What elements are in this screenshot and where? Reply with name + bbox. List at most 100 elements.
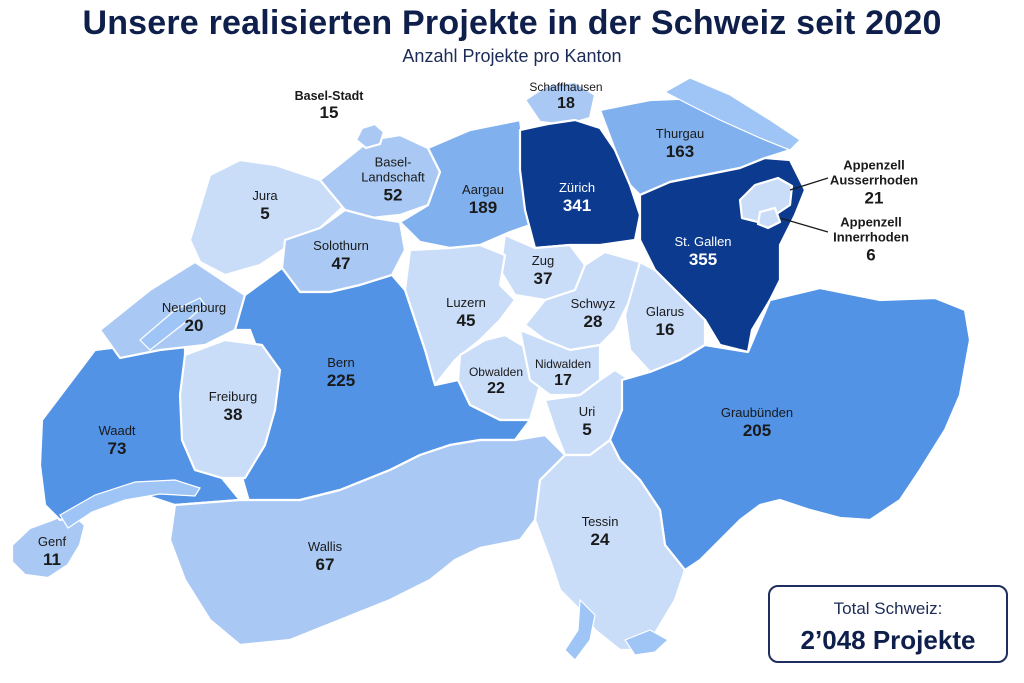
label-tessin: Tessin 24 [581, 513, 619, 549]
canton-value: 38 [223, 404, 243, 424]
canton-name: Basel-Stadt [294, 89, 364, 104]
canton-name: Genf [37, 533, 67, 549]
label-jura: Jura 5 [252, 187, 278, 223]
canton-name: Thurgau [655, 125, 705, 141]
label-schaffhausen: Schaffhausen 18 [529, 79, 603, 113]
total-value: 2’048 Projekte [800, 625, 976, 655]
canton-value: 37 [533, 268, 553, 288]
label-aargau: Aargau 189 [462, 181, 504, 217]
canton-name: Aargau [462, 181, 504, 197]
canton-name: Appenzell Ausserrhoden [829, 157, 919, 188]
canton-value: 21 [864, 188, 884, 208]
label-appenzell-ausserrhoden: Appenzell Ausserrhoden 21 [829, 157, 919, 208]
canton-value: 5 [582, 419, 592, 439]
canton-value: 341 [562, 195, 592, 215]
canton-appenzell-ausserrhoden[interactable] [738, 176, 794, 224]
label-graubuenden: Graubünden 205 [720, 404, 794, 440]
canton-jura[interactable] [188, 158, 347, 277]
canton-name: Obwalden [468, 364, 524, 379]
canton-value: 11 [43, 549, 61, 569]
label-appenzell-innerrhoden: Appenzell Innerrhoden 6 [833, 214, 909, 265]
label-bern: Bern 225 [326, 354, 356, 390]
canton-name: Graubünden [720, 404, 794, 420]
label-luzern: Luzern 45 [446, 294, 486, 330]
canton-wallis[interactable] [168, 433, 567, 647]
canton-name: Luzern [446, 294, 486, 310]
label-waadt: Waadt 73 [98, 422, 136, 458]
label-basel-landschaft: Basel- Landschaft 52 [361, 154, 425, 205]
label-glarus: Glarus 16 [645, 303, 685, 339]
canton-basel-stadt[interactable] [354, 122, 386, 150]
canton-name: Bern [327, 354, 355, 370]
canton-name: Nidwalden [534, 356, 592, 371]
canton-name: Basel- Landschaft [361, 154, 425, 185]
canton-genf[interactable] [10, 510, 87, 580]
page-title: Unsere realisierten Projekte in der Schw… [82, 4, 942, 42]
label-solothurn: Solothurn 47 [313, 237, 369, 273]
canton-name: Schaffhausen [529, 79, 603, 94]
canton-value: 18 [557, 94, 575, 112]
label-uri: Uri 5 [578, 403, 596, 439]
canton-name: Zürich [558, 179, 596, 195]
total-label: Total Schweiz: [833, 599, 943, 618]
label-freiburg: Freiburg 38 [208, 388, 258, 424]
canton-value: 17 [554, 371, 572, 389]
canton-name: Waadt [98, 422, 136, 438]
canton-value: 47 [331, 253, 351, 273]
canton-value: 225 [326, 370, 356, 390]
canton-name: Schwyz [570, 295, 616, 311]
label-neuenburg: Neuenburg 20 [161, 299, 227, 335]
canton-value: 205 [742, 420, 772, 440]
canton-name: Tessin [581, 513, 619, 529]
canton-value: 15 [319, 103, 339, 123]
canton-tessin[interactable] [533, 438, 687, 652]
canton-name: Uri [578, 403, 596, 419]
canton-name: Zug [531, 252, 555, 268]
canton-value: 5 [260, 203, 270, 223]
canton-name: Glarus [645, 303, 685, 319]
canton-value: 355 [688, 249, 718, 269]
label-st-gallen: St. Gallen 355 [674, 233, 732, 269]
canton-name: Appenzell Innerrhoden [833, 214, 909, 245]
lake-lugano [624, 629, 670, 656]
canton-appenzell-innerrhoden[interactable] [756, 206, 782, 230]
label-schwyz: Schwyz 28 [570, 295, 616, 331]
total-box: Total Schweiz: 2’048 Projekte [768, 585, 1008, 663]
canton-name: Solothurn [313, 237, 369, 253]
canton-name: Freiburg [208, 388, 258, 404]
label-zug: Zug 37 [531, 252, 555, 288]
canton-value: 24 [590, 529, 610, 549]
canton-value: 16 [655, 319, 675, 339]
page-subtitle: Anzahl Projekte pro Kanton [402, 46, 622, 66]
canton-value: 189 [468, 197, 498, 217]
canton-name: Neuenburg [161, 299, 227, 315]
label-nidwalden: Nidwalden 17 [534, 356, 592, 390]
canton-zuerich[interactable] [518, 118, 642, 250]
lake-neuchatel [139, 297, 206, 351]
label-wallis: Wallis 67 [307, 538, 343, 574]
lake-constance [663, 77, 801, 151]
label-basel-stadt: Basel-Stadt 15 [295, 89, 364, 123]
leader-line-appenzell-ar [789, 177, 829, 191]
canton-freiburg[interactable] [178, 338, 282, 480]
canton-value: 20 [184, 315, 204, 335]
label-zuerich: Zürich 341 [558, 179, 596, 215]
canton-value: 6 [866, 245, 876, 265]
canton-name: Jura [252, 187, 278, 203]
lake-geneva [59, 479, 201, 529]
canton-name: Wallis [307, 538, 343, 554]
canton-value: 67 [315, 554, 335, 574]
leader-line-appenzell-ir [779, 217, 829, 233]
canton-name: St. Gallen [674, 233, 732, 249]
canton-value: 28 [583, 311, 603, 331]
canton-value: 52 [383, 185, 403, 205]
canton-schaffhausen[interactable] [523, 80, 597, 127]
label-genf: Genf 11 [37, 533, 67, 569]
label-thurgau: Thurgau 163 [655, 125, 705, 161]
canton-value: 45 [456, 310, 476, 330]
label-obwalden: Obwalden 22 [468, 364, 524, 398]
lake-maggiore [564, 598, 596, 661]
canton-value: 73 [107, 438, 127, 458]
canton-value: 163 [665, 141, 695, 161]
